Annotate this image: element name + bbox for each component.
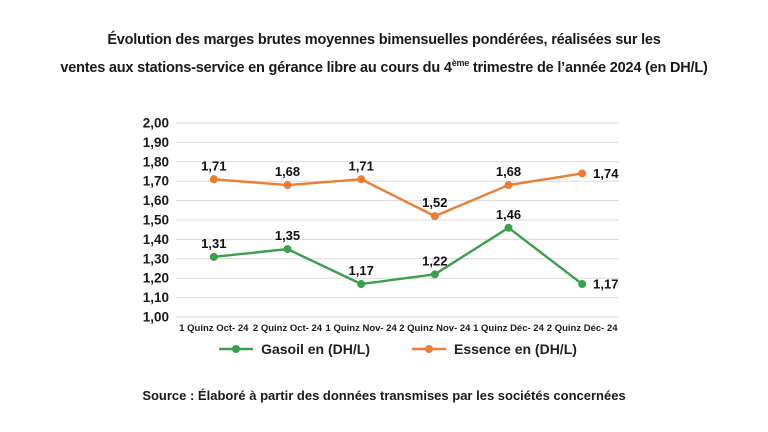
data-point-label: 1,74 — [593, 166, 619, 181]
title-line-2-text: ventes aux stations-service en gérance l… — [60, 60, 452, 76]
data-point-marker — [504, 181, 513, 190]
data-point-marker — [357, 280, 366, 289]
data-point-label: 1,46 — [496, 207, 521, 222]
y-tick-label: 1,20 — [143, 271, 169, 286]
data-point-label: 1,31 — [201, 236, 226, 251]
y-tick-label: 1,10 — [143, 290, 169, 305]
data-point-marker — [357, 175, 366, 184]
data-point-marker — [430, 270, 439, 279]
title-line-1: Évolution des marges brutes moyennes bim… — [107, 32, 661, 48]
source-note: Source : Élaboré à partir des données tr… — [142, 388, 626, 403]
x-tick-label: 1 Quinz Nov- 24 — [326, 323, 398, 334]
y-tick-label: 1,50 — [143, 213, 169, 228]
y-tick-label: 1,90 — [143, 135, 169, 150]
data-point-label: 1,68 — [496, 164, 521, 179]
title-line-2: ventes aux stations-service en gérance l… — [0, 54, 768, 82]
data-point-label: 1,17 — [593, 277, 618, 292]
data-point-marker — [504, 223, 513, 232]
y-tick-label: 1,60 — [143, 193, 169, 208]
series-line — [213, 226, 583, 286]
y-tick-label: 1,40 — [143, 232, 169, 247]
y-tick-label: 1,80 — [143, 154, 169, 169]
x-tick-label: 2 Quinz Déc- 24 — [547, 323, 618, 334]
title-line-2-suffix: trimestre de l’année 2024 (en DH/L) — [469, 60, 708, 76]
chart-title: Évolution des marges brutes moyennes bim… — [0, 26, 768, 82]
x-tick-label: 1 Quinz Déc- 24 — [473, 323, 544, 334]
data-point-label: 1,17 — [349, 263, 374, 278]
data-point-marker — [283, 181, 292, 190]
y-tick-label: 1,70 — [143, 174, 169, 189]
title-superscript: ème — [451, 58, 470, 69]
data-point-marker — [283, 245, 292, 254]
chart-legend: Gasoil en (DH/L) Essence en (DH/L) — [177, 341, 619, 357]
series-line — [213, 172, 583, 218]
y-tick-label: 2,00 — [143, 116, 169, 131]
data-point-label: 1,68 — [275, 164, 300, 179]
data-point-marker — [209, 175, 218, 184]
essence-line-marker-icon — [411, 345, 446, 353]
data-point-marker — [209, 252, 218, 261]
y-tick-label: 1,30 — [143, 251, 169, 266]
x-tick-label: 1 Quinz Oct- 24 — [179, 323, 249, 334]
legend-label-essence: Essence en (DH/L) — [453, 341, 577, 357]
data-point-marker — [578, 169, 587, 178]
data-point-label: 1,22 — [422, 253, 447, 268]
gasoil-line-marker-icon — [219, 345, 254, 353]
legend-item-gasoil: Gasoil en (DH/L) — [219, 341, 370, 357]
data-point-marker — [578, 280, 587, 289]
data-point-label: 1,35 — [275, 228, 300, 243]
legend-label-gasoil: Gasoil en (DH/L) — [261, 341, 370, 357]
data-point-marker — [430, 212, 439, 221]
x-tick-label: 2 Quinz Oct- 24 — [253, 323, 323, 334]
x-tick-label: 2 Quinz Nov- 24 — [399, 323, 471, 334]
data-point-label: 1,71 — [201, 158, 226, 173]
data-point-label: 1,71 — [349, 158, 374, 173]
data-point-label: 1,52 — [422, 195, 447, 210]
y-tick-label: 1,00 — [143, 310, 169, 325]
legend-item-essence: Essence en (DH/L) — [411, 341, 577, 357]
